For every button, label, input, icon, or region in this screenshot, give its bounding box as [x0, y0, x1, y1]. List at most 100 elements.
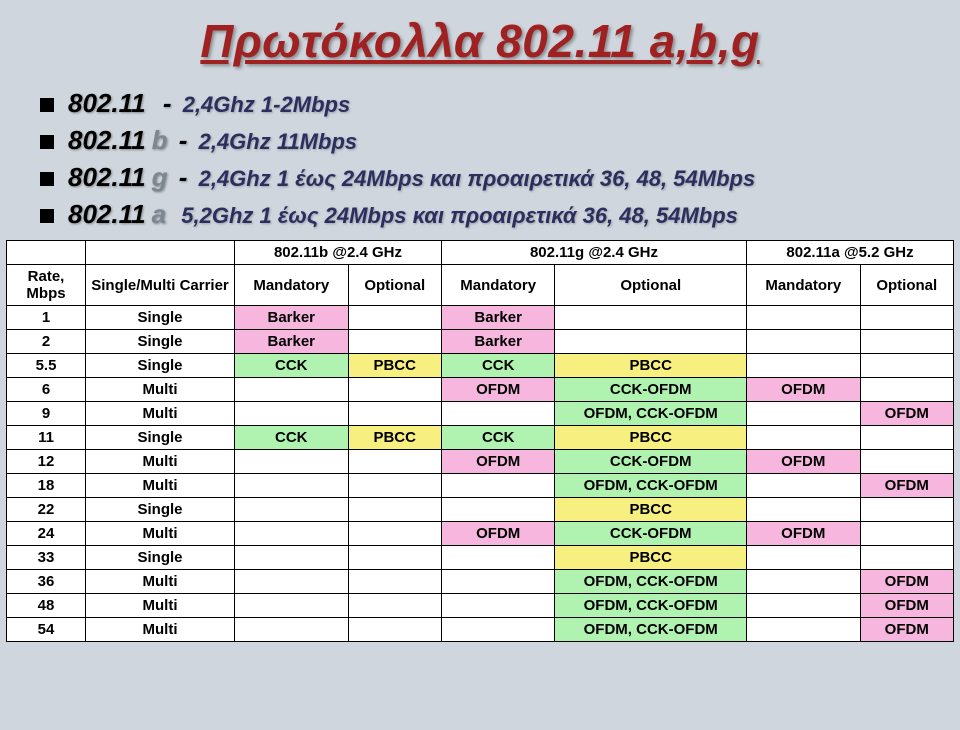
cell-a-optional: [860, 426, 953, 450]
cell-rate: 12: [7, 450, 86, 474]
bullet-variant: g: [152, 162, 168, 192]
header-b-optional: Optional: [348, 265, 441, 306]
bullet-list: 802.11 - 2,4Ghz 1-2Mbps802.11b - 2,4Ghz …: [40, 88, 960, 230]
cell-carrier: Multi: [86, 594, 235, 618]
cell-rate: 36: [7, 570, 86, 594]
cell-carrier: Multi: [86, 570, 235, 594]
cell-b-optional: [348, 498, 441, 522]
table-row: 12MultiOFDMCCK-OFDMOFDM: [7, 450, 954, 474]
cell-a-mandatory: [747, 546, 861, 570]
cell-g-optional: [555, 306, 747, 330]
cell-b-mandatory: [235, 618, 349, 642]
cell-carrier: Single: [86, 354, 235, 378]
bullet-desc: 2,4Ghz 11Mbps: [199, 129, 358, 154]
bullet-marker-icon: [40, 135, 54, 149]
cell-a-mandatory: [747, 498, 861, 522]
cell-b-optional: [348, 522, 441, 546]
cell-a-optional: [860, 378, 953, 402]
cell-rate: 9: [7, 402, 86, 426]
cell-b-optional: [348, 546, 441, 570]
cell-rate: 54: [7, 618, 86, 642]
cell-g-mandatory: [441, 474, 555, 498]
cell-g-optional: [555, 330, 747, 354]
cell-a-mandatory: [747, 594, 861, 618]
header-b-mandatory: Mandatory: [235, 265, 349, 306]
table-row: 2SingleBarkerBarker: [7, 330, 954, 354]
bullet-lead: 802.11: [68, 88, 146, 118]
cell-a-mandatory: [747, 618, 861, 642]
cell-a-mandatory: [747, 426, 861, 450]
cell-g-mandatory: [441, 570, 555, 594]
cell-b-mandatory: [235, 450, 349, 474]
cell-g-optional: CCK-OFDM: [555, 450, 747, 474]
cell-a-mandatory: OFDM: [747, 450, 861, 474]
cell-carrier: Single: [86, 330, 235, 354]
cell-a-optional: OFDM: [860, 570, 953, 594]
cell-a-mandatory: [747, 402, 861, 426]
bullet-desc: 5,2Ghz 1 έως 24Mbps και προαιρετικά 36, …: [181, 203, 738, 228]
cell-g-mandatory: Barker: [441, 306, 555, 330]
cell-g-optional: PBCC: [555, 498, 747, 522]
cell-carrier: Multi: [86, 474, 235, 498]
cell-a-mandatory: [747, 354, 861, 378]
bullet-marker-icon: [40, 98, 54, 112]
cell-g-mandatory: [441, 498, 555, 522]
header-a-optional: Optional: [860, 265, 953, 306]
table-row: 22SinglePBCC: [7, 498, 954, 522]
header-carrier: Single/Multi Carrier: [86, 265, 235, 306]
cell-a-mandatory: [747, 306, 861, 330]
cell-a-mandatory: [747, 570, 861, 594]
cell-g-optional: PBCC: [555, 426, 747, 450]
cell-rate: 24: [7, 522, 86, 546]
bullet-lead: 802.11: [68, 199, 146, 229]
bullet-item: 802.11a 5,2Ghz 1 έως 24Mbps και προαιρετ…: [40, 199, 960, 230]
cell-a-optional: OFDM: [860, 474, 953, 498]
cell-g-mandatory: CCK: [441, 354, 555, 378]
table-row: 9MultiOFDM, CCK-OFDMOFDM: [7, 402, 954, 426]
cell-a-mandatory: [747, 330, 861, 354]
cell-g-mandatory: [441, 618, 555, 642]
bullet-desc: 2,4Ghz 1-2Mbps: [183, 92, 350, 117]
bullet-marker-icon: [40, 172, 54, 186]
cell-g-optional: OFDM, CCK-OFDM: [555, 594, 747, 618]
cell-g-optional: OFDM, CCK-OFDM: [555, 402, 747, 426]
cell-rate: 5.5: [7, 354, 86, 378]
header-80211a: 802.11a @5.2 GHz: [747, 241, 954, 265]
cell-carrier: Multi: [86, 378, 235, 402]
cell-b-optional: PBCC: [348, 354, 441, 378]
cell-b-optional: [348, 618, 441, 642]
bullet-dash: -: [171, 125, 194, 155]
cell-rate: 6: [7, 378, 86, 402]
bullet-variant: a: [152, 199, 166, 229]
cell-carrier: Multi: [86, 618, 235, 642]
cell-a-optional: [860, 354, 953, 378]
table-row: 24MultiOFDMCCK-OFDMOFDM: [7, 522, 954, 546]
bullet-dash: -: [171, 162, 194, 192]
bullet-lead: 802.11: [68, 125, 146, 155]
cell-rate: 1: [7, 306, 86, 330]
cell-g-optional: CCK-OFDM: [555, 522, 747, 546]
bullet-dash: [170, 199, 177, 229]
cell-a-optional: [860, 450, 953, 474]
bullet-dash: -: [156, 88, 179, 118]
cell-rate: 2: [7, 330, 86, 354]
bullet-variant: b: [152, 125, 168, 155]
cell-g-mandatory: [441, 546, 555, 570]
cell-b-optional: [348, 306, 441, 330]
bullet-item: 802.11 - 2,4Ghz 1-2Mbps: [40, 88, 960, 119]
header-a-mandatory: Mandatory: [747, 265, 861, 306]
cell-g-optional: CCK-OFDM: [555, 378, 747, 402]
cell-a-optional: [860, 306, 953, 330]
cell-b-mandatory: CCK: [235, 426, 349, 450]
cell-b-mandatory: [235, 546, 349, 570]
cell-g-optional: OFDM, CCK-OFDM: [555, 618, 747, 642]
cell-a-optional: OFDM: [860, 618, 953, 642]
table-row: 18MultiOFDM, CCK-OFDMOFDM: [7, 474, 954, 498]
bullet-item: 802.11b - 2,4Ghz 11Mbps: [40, 125, 960, 156]
cell-b-mandatory: [235, 498, 349, 522]
cell-b-mandatory: [235, 594, 349, 618]
bullet-marker-icon: [40, 209, 54, 223]
cell-a-mandatory: [747, 474, 861, 498]
bullet-item: 802.11g - 2,4Ghz 1 έως 24Mbps και προαιρ…: [40, 162, 960, 193]
cell-a-mandatory: OFDM: [747, 378, 861, 402]
